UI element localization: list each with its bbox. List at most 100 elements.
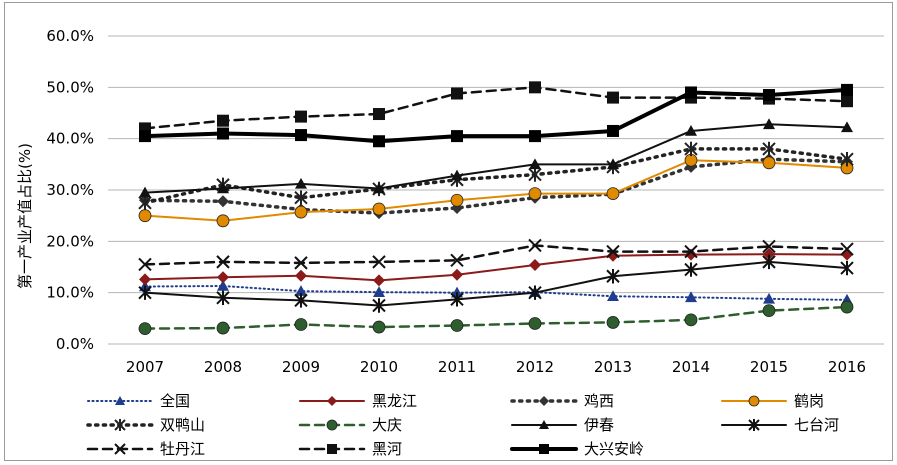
data-point <box>327 444 337 454</box>
series-line <box>144 284 848 301</box>
series-line <box>144 260 848 307</box>
data-point <box>216 290 230 305</box>
legend-label: 大兴安岭 <box>584 440 644 458</box>
x-tick-label: 2010 <box>360 358 398 376</box>
data-point <box>217 279 229 291</box>
data-point <box>607 158 619 170</box>
y-tick-label: 20.0% <box>46 232 94 250</box>
legend-label: 鸡西 <box>584 392 614 410</box>
x-tick-label: 2012 <box>516 358 554 376</box>
data-point <box>295 129 307 142</box>
data-point <box>684 313 698 327</box>
data-point <box>216 321 230 335</box>
data-point <box>684 262 698 277</box>
series-line <box>143 157 849 215</box>
data-point <box>451 130 463 143</box>
legend-label: 七台河 <box>794 416 839 434</box>
chart-frame <box>4 2 893 461</box>
series-大兴安岭 <box>139 83 853 148</box>
legend-item: 伊春 <box>511 416 614 434</box>
data-point <box>762 141 776 157</box>
y-axis-ticks: 0.0% 10.0% 20.0% 30.0% 40.0% 50.0% 60.0% <box>46 27 94 353</box>
x-axis-ticks: 2007 2008 2009 2010 2011 2012 2013 2014 2015 2016 <box>126 358 866 376</box>
x-tick-label: 2009 <box>282 358 320 376</box>
series-line <box>144 159 848 222</box>
data-point <box>294 205 308 219</box>
data-point <box>685 291 697 303</box>
series-line <box>143 305 849 330</box>
data-point <box>607 91 619 104</box>
data-point <box>529 81 541 94</box>
series-line <box>144 253 848 282</box>
data-point <box>294 318 308 331</box>
series-七台河 <box>138 254 854 313</box>
data-point <box>685 124 697 136</box>
data-point <box>607 124 619 137</box>
x-tick-label: 2015 <box>750 358 788 376</box>
data-point <box>217 195 229 208</box>
legend-item: 黑龙江 <box>299 392 417 410</box>
data-point <box>607 290 619 302</box>
data-point <box>295 285 307 296</box>
data-point <box>450 319 464 332</box>
legend-item: 大兴安岭 <box>510 440 644 458</box>
legend-label: 黑河 <box>372 440 402 458</box>
legend-item: 双鸭山 <box>86 416 205 434</box>
legend-label: 黑龙江 <box>372 392 417 410</box>
data-point <box>139 186 151 198</box>
series-双鸭山 <box>138 141 854 211</box>
legend-label: 伊春 <box>584 416 614 434</box>
data-point <box>763 248 775 261</box>
y-tick-label: 0.0% <box>56 335 94 353</box>
series-line <box>143 147 849 205</box>
legend-label: 大庆 <box>372 416 402 434</box>
data-point <box>684 244 698 259</box>
legend-item: 大庆 <box>298 416 402 434</box>
data-point <box>528 167 542 182</box>
data-point <box>373 286 385 297</box>
data-point <box>606 187 620 200</box>
series-layer <box>138 81 854 336</box>
data-point <box>539 396 549 406</box>
legend-label: 全国 <box>160 392 190 410</box>
data-point <box>294 190 308 205</box>
data-point <box>373 108 385 121</box>
data-point <box>684 141 698 157</box>
data-point <box>295 269 307 282</box>
data-point <box>528 285 542 300</box>
data-point <box>294 293 308 308</box>
data-point <box>529 258 541 271</box>
data-point <box>606 316 620 329</box>
x-tick-label: 2007 <box>126 358 164 376</box>
series-牡丹江 <box>138 238 854 272</box>
x-tick-label: 2016 <box>828 358 866 376</box>
data-point <box>295 177 307 189</box>
data-point <box>373 135 385 148</box>
data-point <box>327 396 337 406</box>
data-point <box>840 260 854 276</box>
y-tick-label: 10.0% <box>46 284 94 302</box>
data-point <box>763 292 775 304</box>
y-tick-label: 40.0% <box>46 130 94 148</box>
data-point <box>528 317 542 330</box>
data-point <box>539 444 549 454</box>
data-point <box>763 89 775 102</box>
data-point <box>840 242 854 256</box>
series-伊春 <box>139 118 853 198</box>
series-全国 <box>139 279 853 305</box>
x-tick-label: 2014 <box>672 358 710 376</box>
data-point <box>748 395 760 407</box>
data-point <box>372 202 386 216</box>
data-point <box>138 322 152 336</box>
x-tick-label: 2008 <box>204 358 242 376</box>
data-point <box>216 214 230 228</box>
data-point <box>217 114 229 127</box>
series-line <box>144 123 848 194</box>
data-point <box>841 248 853 261</box>
data-point <box>450 253 464 268</box>
data-point <box>840 152 854 167</box>
data-point <box>294 256 308 270</box>
grid-lines <box>108 35 884 345</box>
data-point <box>373 274 385 287</box>
